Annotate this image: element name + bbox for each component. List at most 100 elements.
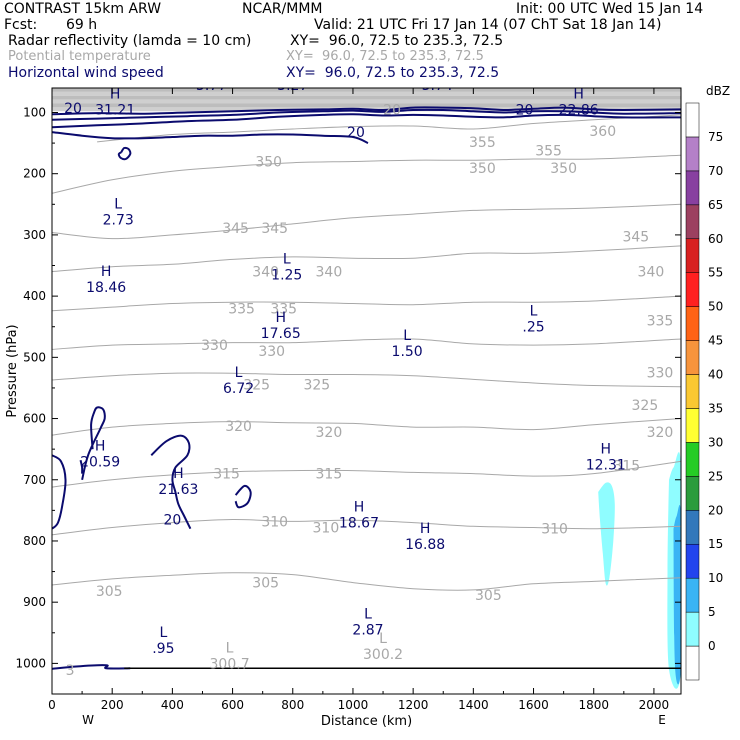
- wind-extremum-type: H: [101, 264, 112, 280]
- colorbar-tick-label: 10: [708, 571, 723, 585]
- wind-extremum-value: 6.72: [223, 381, 254, 397]
- wind-extremum-value: 18.67: [339, 516, 379, 532]
- colorbar-swatch: [685, 340, 700, 375]
- wind-extremum-value: 12.31: [586, 457, 626, 473]
- theta-contour-315: [52, 460, 681, 488]
- theta-label: 360: [589, 124, 616, 140]
- colorbar-tick-label: 55: [708, 266, 723, 280]
- x-tick-label: 1000: [338, 698, 369, 712]
- colorbar-swatch: [685, 204, 700, 240]
- field-reflectivity: Radar reflectivity (lamda = 10 cm): [8, 33, 252, 49]
- wind-extremum-value: 20.59: [80, 454, 120, 470]
- wind-extremum-type: H: [420, 521, 431, 537]
- colorbar-swatch: [685, 374, 700, 409]
- upper-contour-band: [52, 103, 681, 108]
- theta-label: 315: [316, 467, 343, 483]
- y-tick-label: 800: [23, 534, 46, 548]
- y-tick-label: 600: [23, 412, 46, 426]
- colorbar-tick-label: 0: [708, 639, 716, 653]
- field-theta-xy: XY= 96.0, 72.5 to 235.3, 72.5: [286, 49, 484, 64]
- wind-extremum-type: H: [110, 86, 121, 102]
- theta-label: 3: [66, 663, 75, 679]
- colorbar-swatch: [685, 170, 700, 206]
- theta-label: 335: [270, 301, 297, 317]
- field-wind-xy: XY= 96.0, 72.5 to 235.3, 72.5: [286, 65, 500, 81]
- wind-contour: [117, 146, 132, 161]
- y-tick-label: 200: [23, 167, 46, 181]
- wind-extremum-type: L: [433, 62, 441, 78]
- upper-contour-band: [52, 99, 681, 104]
- fcst-value: 69 h: [66, 17, 98, 33]
- colorbar-swatch: [685, 510, 700, 545]
- colorbar-tick-label: 35: [708, 401, 723, 415]
- wind-extremum-type: H: [95, 438, 106, 454]
- theta-label: 345: [261, 221, 288, 237]
- colorbar-swatch: [685, 408, 700, 443]
- field-theta: Potential temperature: [8, 49, 151, 64]
- wind-extremum-type: L: [283, 252, 291, 268]
- theta-label: 345: [622, 230, 649, 246]
- theta-contour-320: [52, 418, 681, 436]
- theta-label: 355: [469, 135, 496, 151]
- org-label: NCAR/MMM: [242, 1, 323, 17]
- colorbar-swatch: [685, 476, 700, 511]
- wind-label: 20: [64, 101, 82, 117]
- wind-extremum-type: L: [403, 328, 411, 344]
- y-tick-label: 500: [23, 350, 46, 364]
- wind-contour: [52, 108, 681, 121]
- wind-contour: [52, 454, 67, 530]
- wind-contour: [81, 406, 106, 481]
- wind-extremum-type: L: [114, 197, 122, 213]
- y-tick-label: 400: [23, 289, 46, 303]
- theta-label: 305: [96, 584, 123, 600]
- reflectivity-area: [673, 504, 681, 685]
- theta-label: 20: [383, 102, 401, 118]
- theta-label: 340: [316, 265, 343, 281]
- y-tick-label: 700: [23, 473, 46, 487]
- theta-label: 315: [613, 459, 640, 475]
- theta-contour-330: [52, 338, 681, 350]
- theta-label: 340: [252, 265, 279, 281]
- wind-extremum-value: 16.88: [405, 537, 445, 553]
- y-tick-label: 300: [23, 228, 46, 242]
- wind-extremum-type: L: [159, 625, 167, 641]
- reflectivity-area: [598, 482, 615, 586]
- colorbar-tick-label: 60: [708, 232, 723, 246]
- theta-label: 335: [647, 314, 674, 330]
- x-tick-label: 0: [48, 698, 56, 712]
- wind-extremum-value: .95: [152, 641, 174, 657]
- y-axis-label: Pressure (hPa): [5, 324, 20, 417]
- wind-extremum-value: 31.21: [95, 102, 135, 118]
- wind-extremum-value: 18.46: [86, 280, 126, 296]
- theta-label: 320: [225, 419, 252, 435]
- colorbar-swatch: [685, 645, 700, 681]
- theta-contour-345: [52, 203, 681, 240]
- theta-label: 310: [541, 522, 568, 538]
- wind-extremum-type: H: [600, 441, 611, 457]
- colorbar-tick-label: 65: [708, 198, 723, 212]
- colorbar-tick-label: 75: [708, 130, 723, 144]
- wind-extremum-type: L: [208, 62, 216, 78]
- colorbar-swatch: [685, 306, 700, 341]
- wind-contour: [79, 460, 84, 474]
- x-tick-label: 200: [101, 698, 124, 712]
- wind-contour: [52, 113, 681, 129]
- x-tick-label: 1600: [518, 698, 549, 712]
- wind-extremum-value: 17.65: [261, 326, 301, 342]
- field-reflectivity-xy: XY= 96.0, 72.5 to 235.3, 72.5: [290, 33, 504, 49]
- upper-contour-band: [52, 88, 681, 92]
- west-label: W: [82, 713, 94, 727]
- upper-contour-band: [52, 95, 681, 100]
- theta-contour-355: [97, 114, 681, 143]
- x-axis-label: Distance (km): [321, 714, 412, 729]
- colorbar-swatch: [685, 577, 700, 613]
- wind-extremum-type: L: [530, 304, 538, 320]
- wind-contour: [150, 434, 192, 530]
- theta-contour-310: [52, 518, 681, 536]
- theta-label: 350: [469, 161, 496, 177]
- x-tick-label: 800: [281, 698, 304, 712]
- colorbar-swatch: [685, 238, 700, 273]
- theta-label: 325: [303, 377, 330, 393]
- upper-contour-band: [52, 91, 681, 96]
- theta-label: 330: [258, 344, 285, 360]
